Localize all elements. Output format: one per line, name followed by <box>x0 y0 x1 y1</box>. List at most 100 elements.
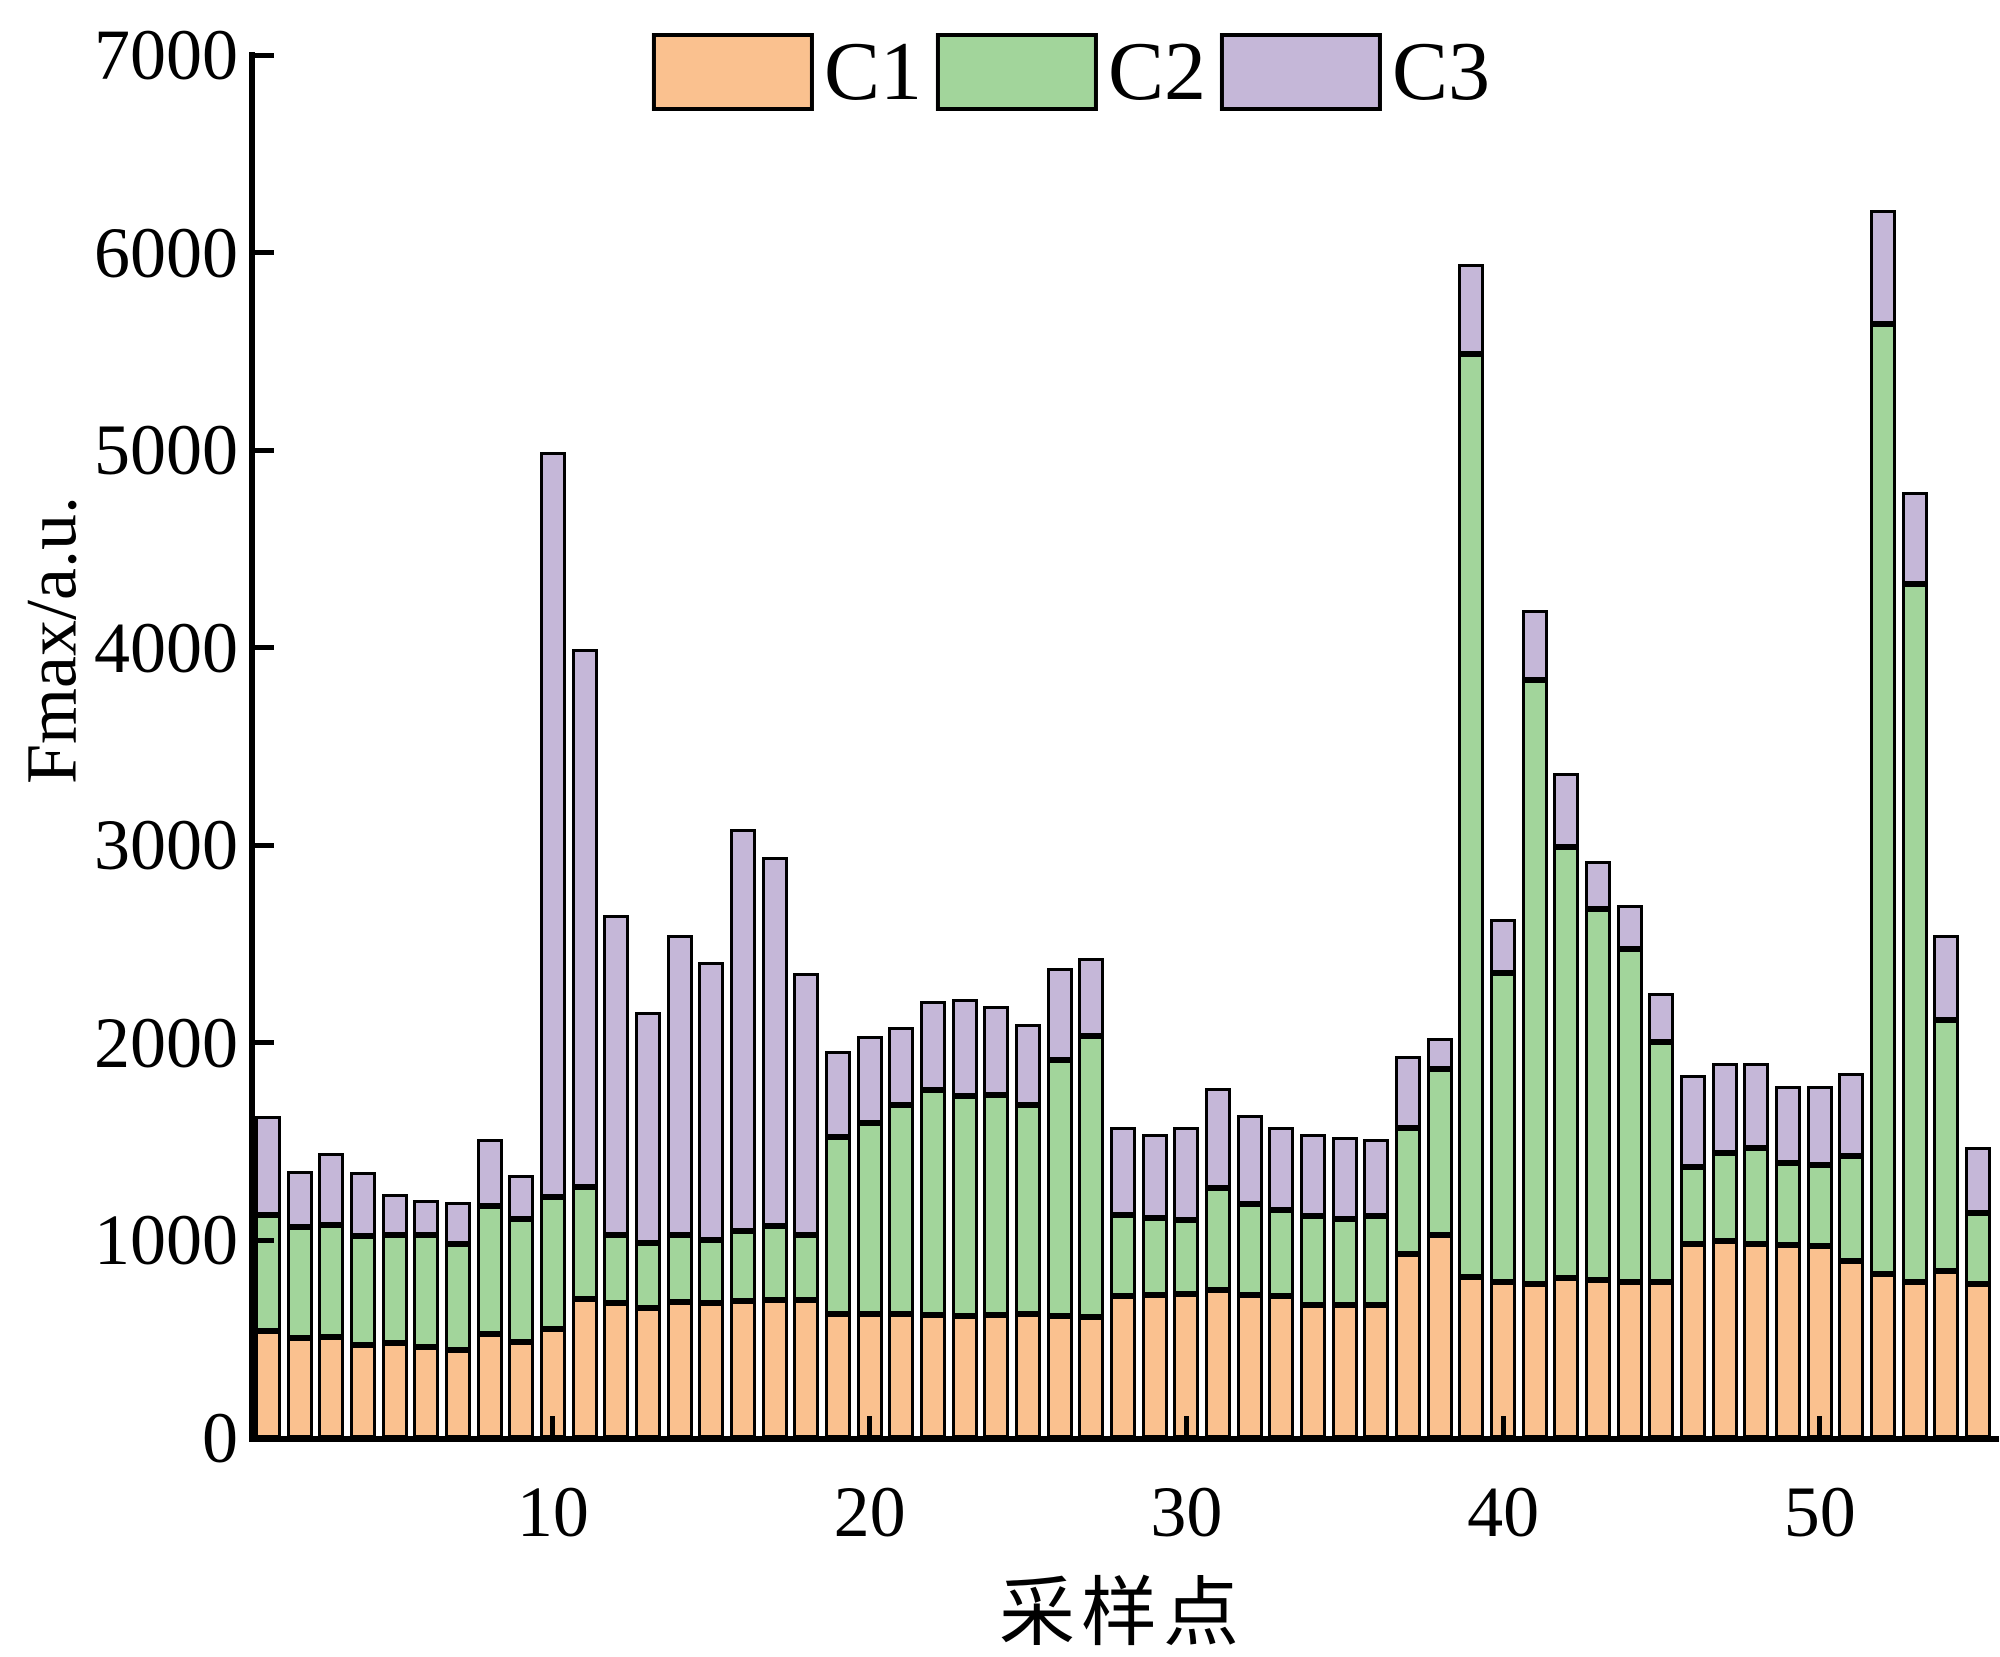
bar-36-segment-C2 <box>1363 1216 1390 1305</box>
bar-9-segment-C1 <box>508 1342 535 1438</box>
bar-38-segment-C3 <box>1426 1038 1453 1069</box>
bar-31 <box>1205 1088 1232 1438</box>
bar-17-segment-C2 <box>761 1226 788 1300</box>
bar-52-segment-C2 <box>1870 324 1897 1274</box>
bar-43-segment-C2 <box>1585 909 1612 1280</box>
bar-14-segment-C3 <box>666 935 693 1235</box>
bar-11-segment-C3 <box>571 649 598 1187</box>
bar-40-segment-C3 <box>1490 919 1517 973</box>
bar-15 <box>698 962 725 1438</box>
bar-17-segment-C1 <box>761 1300 788 1438</box>
bar-30-segment-C1 <box>1173 1294 1200 1438</box>
legend-swatch-C2 <box>935 33 1098 111</box>
bar-18-segment-C2 <box>793 1235 820 1300</box>
bar-45-segment-C3 <box>1648 993 1675 1042</box>
bar-20-segment-C3 <box>856 1036 883 1123</box>
bar-9-segment-C2 <box>508 1219 535 1342</box>
bar-32-segment-C2 <box>1236 1204 1263 1295</box>
bar-34 <box>1300 1134 1327 1438</box>
bar-2 <box>286 1171 313 1438</box>
plot-area <box>252 55 1994 1438</box>
bar-2-segment-C3 <box>286 1171 313 1227</box>
bar-29-segment-C3 <box>1141 1134 1168 1218</box>
bar-12-segment-C1 <box>603 1303 630 1438</box>
y-tick-label-0: 0 <box>202 1398 238 1478</box>
bar-42-segment-C3 <box>1553 773 1580 847</box>
bar-39 <box>1458 264 1485 1438</box>
bar-31-segment-C3 <box>1205 1088 1232 1188</box>
bar-21-segment-C3 <box>888 1027 915 1105</box>
y-tick-0 <box>252 1435 274 1441</box>
bar-51 <box>1838 1073 1865 1438</box>
bar-38 <box>1426 1038 1453 1438</box>
y-tick-3000 <box>252 842 274 848</box>
bar-38-segment-C2 <box>1426 1069 1453 1235</box>
bar-10-segment-C2 <box>539 1197 566 1329</box>
bar-55-segment-C1 <box>1965 1284 1992 1438</box>
bar-48-segment-C3 <box>1743 1063 1770 1148</box>
bar-34-segment-C1 <box>1300 1305 1327 1438</box>
bar-23-segment-C1 <box>951 1316 978 1438</box>
bar-5-segment-C1 <box>381 1343 408 1438</box>
bar-25-segment-C2 <box>1014 1105 1041 1314</box>
x-tick-20 <box>867 1416 873 1438</box>
bar-19-segment-C1 <box>824 1314 851 1438</box>
bar-22 <box>919 1001 946 1438</box>
bar-35-segment-C1 <box>1331 1305 1358 1438</box>
bar-11-segment-C1 <box>571 1299 598 1438</box>
bar-37 <box>1395 1056 1422 1438</box>
bar-37-segment-C3 <box>1395 1056 1422 1128</box>
bar-50 <box>1806 1086 1833 1438</box>
bar-53 <box>1901 492 1928 1438</box>
bar-14-segment-C2 <box>666 1235 693 1302</box>
bar-52-segment-C3 <box>1870 210 1897 324</box>
bar-34-segment-C2 <box>1300 1216 1327 1305</box>
bar-6 <box>413 1200 440 1438</box>
bar-3 <box>318 1153 345 1438</box>
bar-4 <box>349 1172 376 1438</box>
bar-16-segment-C2 <box>729 1231 756 1301</box>
bar-14 <box>666 935 693 1438</box>
bar-13-segment-C1 <box>634 1308 661 1438</box>
bar-8 <box>476 1139 503 1438</box>
bar-51-segment-C1 <box>1838 1261 1865 1438</box>
bar-18-segment-C1 <box>793 1300 820 1438</box>
bar-45 <box>1648 993 1675 1438</box>
bar-13-segment-C2 <box>634 1243 661 1308</box>
bar-8-segment-C3 <box>476 1139 503 1206</box>
bar-43 <box>1585 861 1612 1438</box>
legend-label-C3: C3 <box>1392 25 1491 118</box>
bar-28-segment-C1 <box>1110 1296 1136 1438</box>
y-tick-label-7000: 7000 <box>94 15 238 95</box>
bar-28 <box>1110 1127 1136 1438</box>
y-tick-4000 <box>252 645 274 651</box>
bar-44-segment-C2 <box>1616 949 1643 1282</box>
bar-41-segment-C2 <box>1521 680 1548 1284</box>
bar-51-segment-C3 <box>1838 1073 1865 1156</box>
bar-49-segment-C2 <box>1775 1163 1802 1245</box>
bar-29-segment-C1 <box>1141 1295 1168 1438</box>
legend-label-C1: C1 <box>823 25 922 118</box>
bar-53-segment-C3 <box>1901 492 1928 584</box>
bar-49-segment-C1 <box>1775 1245 1802 1438</box>
bar-33 <box>1268 1127 1295 1438</box>
bar-22-segment-C3 <box>919 1001 946 1090</box>
bar-42-segment-C1 <box>1553 1278 1580 1438</box>
bar-1-segment-C2 <box>254 1215 281 1331</box>
bar-19-segment-C2 <box>824 1137 851 1314</box>
bar-5-segment-C2 <box>381 1235 408 1343</box>
bar-36-segment-C3 <box>1363 1139 1390 1216</box>
bar-45-segment-C2 <box>1648 1042 1675 1282</box>
bar-40-segment-C1 <box>1490 1282 1517 1438</box>
bar-30-segment-C2 <box>1173 1220 1200 1294</box>
legend-item-C1: C1 <box>651 25 936 118</box>
bar-50-segment-C2 <box>1806 1165 1833 1246</box>
bar-1-segment-C3 <box>254 1116 281 1215</box>
bar-33-segment-C2 <box>1268 1210 1295 1296</box>
bar-48 <box>1743 1063 1770 1438</box>
bar-12 <box>603 915 630 1438</box>
bar-4-segment-C2 <box>349 1236 376 1345</box>
bar-51-segment-C2 <box>1838 1156 1865 1261</box>
bar-15-segment-C2 <box>698 1240 725 1303</box>
bar-13 <box>634 1012 661 1438</box>
